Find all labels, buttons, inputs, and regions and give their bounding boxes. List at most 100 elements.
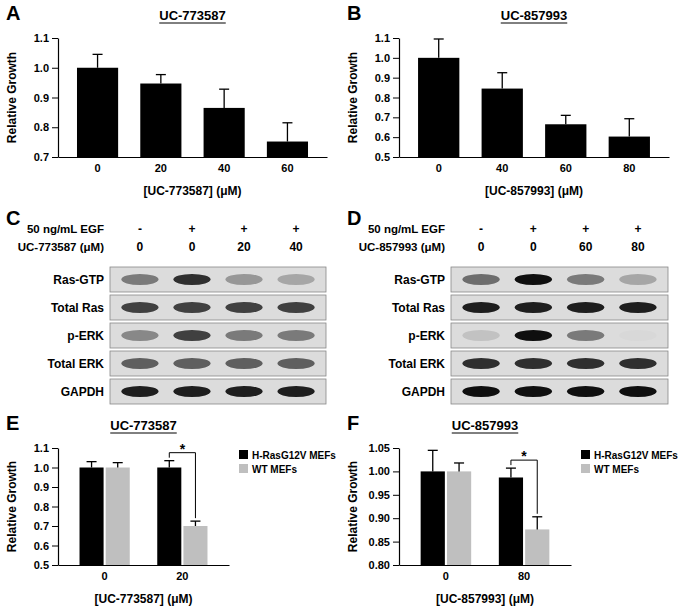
y-tick-label: 0.9 — [34, 92, 49, 104]
panel-label: F — [347, 412, 359, 434]
error-bar-stem — [91, 462, 92, 468]
y-tick: 1.0 — [34, 62, 58, 74]
lane-label: + — [293, 222, 300, 236]
y-tick: 1.0 — [34, 462, 58, 474]
blot-band — [277, 274, 314, 285]
row-label: Ras-GTP — [53, 273, 104, 287]
y-tick: 0.85 — [369, 536, 399, 548]
blot-band — [567, 274, 604, 285]
y-axis-line — [399, 449, 400, 566]
bar — [421, 471, 445, 565]
y-axis: 0.70.80.91.01.1 — [34, 32, 59, 163]
blot-band — [225, 358, 262, 369]
y-tick-label: 0.5 — [34, 559, 49, 571]
lane-label: 0 — [189, 240, 196, 254]
y-tick-label: 0.90 — [369, 512, 390, 524]
y-tick-label: 0.6 — [34, 540, 49, 552]
y-tick-mark — [393, 565, 399, 566]
bar-panel: 0.800.850.900.951.001.05080UC-857993Rela… — [346, 412, 678, 606]
blot-band — [277, 386, 314, 397]
blot-band — [277, 358, 314, 369]
error-bar-stem — [629, 119, 630, 137]
error-bar — [532, 517, 542, 530]
chart-title: UC-773587 — [110, 418, 177, 433]
legend-label: WT MEFs — [594, 464, 639, 475]
lane-label: 40 — [289, 240, 303, 254]
bar — [609, 137, 650, 157]
x-tick-label: 60 — [281, 162, 293, 174]
plot-marks — [77, 54, 308, 157]
blot-band — [121, 386, 158, 397]
blot-strip — [451, 351, 668, 376]
y-tick-mark — [52, 98, 58, 99]
error-bar-cap — [454, 462, 464, 463]
blot-band — [567, 330, 604, 341]
blot-band — [462, 302, 499, 313]
x-tick-label: 0 — [94, 162, 100, 174]
lane-label: 0 — [137, 240, 144, 254]
blot-band — [121, 274, 158, 285]
y-tick-label: 0.8 — [375, 92, 390, 104]
x-tick: 60 — [281, 157, 293, 174]
bar — [418, 58, 459, 157]
blot-band — [619, 358, 656, 369]
error-bar-cap — [497, 72, 507, 73]
x-tick-label: 0 — [443, 570, 449, 582]
x-tick-label: 40 — [218, 162, 230, 174]
y-tick-label: 0.8 — [34, 501, 49, 513]
blot-band — [515, 386, 552, 397]
y-axis-line — [58, 449, 59, 566]
figure: 0.70.80.91.01.10204060UC-773587Relative … — [0, 0, 683, 613]
error-bar-cap — [624, 118, 634, 119]
y-tick: 0.5 — [34, 559, 58, 571]
y-tick: 1.00 — [369, 465, 399, 477]
x-axis-line — [400, 565, 572, 566]
row-label: Total ERK — [48, 357, 105, 371]
blot-strip — [110, 267, 326, 292]
error-bar-cap — [434, 38, 444, 39]
y-tick: 0.9 — [34, 92, 58, 104]
bar — [447, 471, 471, 565]
row-label: Total ERK — [389, 357, 446, 371]
error-bar — [497, 73, 507, 89]
y-tick: 1.1 — [375, 32, 399, 44]
error-bar-cap — [164, 460, 174, 461]
y-tick-mark — [52, 448, 58, 449]
blot-strip — [451, 267, 668, 292]
figure-svg: 0.70.80.91.01.10204060UC-773587Relative … — [0, 0, 683, 613]
y-tick-label: 1.1 — [34, 442, 49, 454]
y-tick-label: 0.95 — [369, 489, 390, 501]
blot-band — [277, 330, 314, 341]
bar — [525, 529, 549, 565]
error-bar-stem — [223, 89, 224, 108]
y-axis: 0.50.60.70.80.91.01.1 — [375, 32, 400, 163]
blot-band — [619, 302, 656, 313]
lane-label: 0 — [478, 240, 485, 254]
panel-label: D — [347, 207, 361, 229]
blot-band — [173, 330, 210, 341]
blot-strip — [110, 295, 326, 320]
title-underline — [501, 23, 568, 24]
lane-label: - — [479, 222, 483, 236]
x-tick: 0 — [94, 157, 100, 174]
bar — [499, 477, 523, 565]
chart-title: UC-857993 — [501, 8, 568, 23]
y-tick-mark — [393, 471, 399, 472]
blot-band — [515, 302, 552, 313]
y-tick-mark — [393, 448, 399, 449]
y-axis: 0.800.850.900.951.001.05 — [369, 442, 400, 571]
bar — [106, 468, 130, 566]
error-bar — [506, 468, 516, 477]
lane-label: + — [582, 222, 589, 236]
error-bar-stem — [537, 517, 538, 530]
error-bar — [190, 521, 200, 526]
legend-label: H-RasG12V MEFs — [252, 450, 336, 461]
row-label: Total Ras — [392, 301, 445, 315]
error-bar-stem — [565, 115, 566, 124]
y-axis: 0.50.60.70.80.91.01.1 — [34, 442, 59, 571]
y-tick-mark — [52, 157, 58, 158]
y-tick-label: 0.85 — [369, 536, 390, 548]
significance-bracket — [169, 453, 195, 518]
chart-title: UC-857993 — [452, 418, 519, 433]
treatment-label: 50 ng/mL EGF — [368, 223, 445, 235]
